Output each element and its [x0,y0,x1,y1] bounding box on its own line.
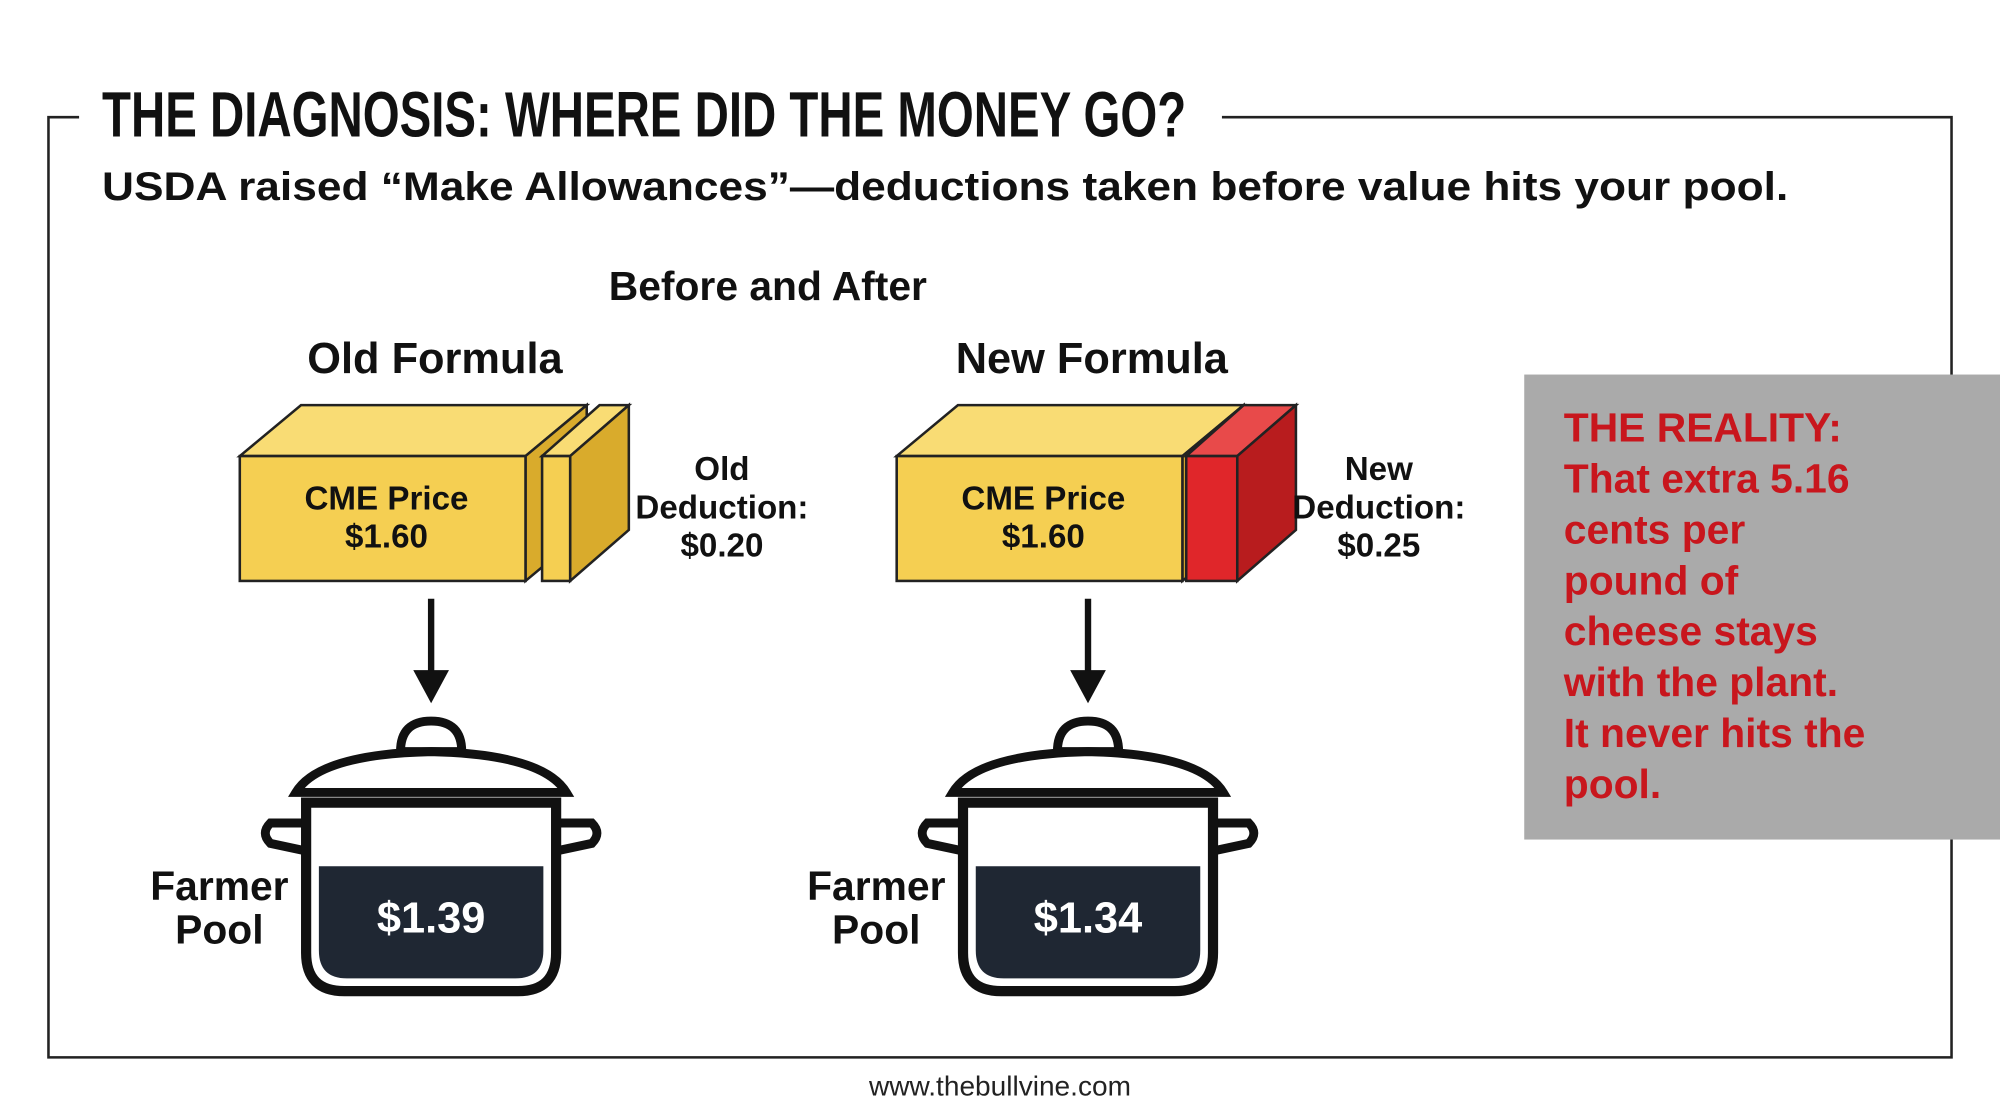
pot-liquid [318,866,544,979]
heading: Before and After [609,263,927,309]
deduction-label: $0.20 [680,528,763,565]
frame [47,115,1953,1059]
callout-line: THE REALITY: [1564,404,1842,450]
deduction-label: Deduction: [1292,489,1465,526]
slab-front [1184,454,1239,583]
pot-handle-left [917,818,964,856]
panel: New Formula CME Price$1.60 NewDeduction:$0… [807,335,1465,997]
block-label: $1.60 [345,519,428,556]
slab-front [540,454,572,583]
arrow-head [413,670,449,704]
callout-line: cheese stays [1564,608,1818,654]
pot-handle-right [1212,818,1259,856]
title: THE DIAGNOSIS: WHERE DID THE MONEY GO? [102,79,1186,151]
pot-handle-right [555,818,602,856]
block-front [238,454,527,583]
deduction-label: Deduction: [635,489,808,526]
pool-label: Farmer [807,863,945,909]
callout-box [1524,374,2000,840]
panel: Old Formula CME Price$1.60 OldDeduction:$0… [150,335,808,997]
pool-label: Farmer [150,863,288,909]
pot-knob [1052,716,1124,757]
callout-line: pound of [1564,557,1739,603]
pot-handle-left [260,818,308,856]
callout-line: That extra 5.16 [1564,455,1850,501]
deduction-label: Old [694,451,749,488]
deduction-label: New [1345,451,1413,488]
callout-line: pool. [1564,761,1661,807]
callout-line: with the plant. [1563,659,1838,705]
pot-knob [396,716,467,757]
pot-liquid [975,866,1201,979]
pot-lid [944,747,1232,797]
footer-url: www.thebullvine.com [868,1070,1131,1101]
block-label: $1.60 [1002,519,1085,556]
subtitle: USDA raised “Make Allowances”—deductions… [102,165,1788,209]
pool-label: Pool [175,906,263,952]
callout: THE REALITY: That extra 5.16 cents per poun… [1563,404,1866,807]
panel-title: New Formula [956,335,1229,383]
block-front [895,454,1184,583]
block-label: CME Price [961,480,1125,517]
pool-value: $1.34 [1034,895,1143,943]
callout-line: It never hits the [1564,710,1866,756]
pool-label: Pool [832,906,920,952]
pot-lid [288,747,575,797]
callout-line: cents per [1564,506,1746,552]
pool-value: $1.39 [377,895,486,943]
panel-title: Old Formula [307,335,563,383]
arrow-head [1070,670,1106,704]
block-label: CME Price [305,480,469,517]
deduction-label: $0.25 [1337,528,1420,565]
